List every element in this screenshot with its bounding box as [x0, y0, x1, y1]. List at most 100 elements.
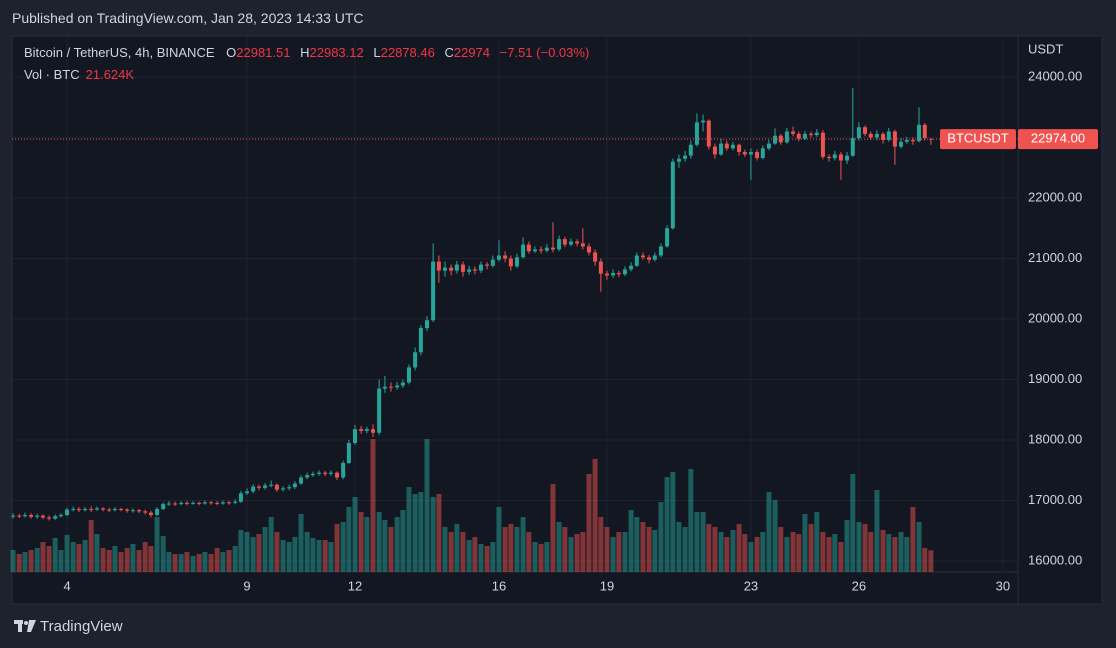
x-tick-label: 12	[348, 578, 362, 593]
volume-bar	[670, 472, 676, 572]
volume-bar	[430, 497, 436, 572]
candle-body	[598, 261, 603, 274]
candle-body	[238, 493, 243, 502]
volume-bar	[802, 514, 808, 572]
candle-body	[604, 273, 609, 276]
x-tick-label: 26	[852, 578, 866, 593]
candle-body	[377, 388, 382, 433]
volume-bar	[718, 532, 724, 572]
volume-bar	[712, 527, 718, 572]
volume-bar	[154, 517, 160, 572]
candle-body	[724, 143, 729, 149]
candle-body	[71, 508, 76, 510]
candle-body	[454, 264, 459, 271]
candle-body	[670, 161, 675, 229]
candle-body	[881, 133, 886, 140]
candle-body	[353, 429, 358, 444]
candle-body	[845, 155, 850, 161]
candle-body	[179, 502, 184, 505]
candle-body	[161, 504, 166, 509]
volume-bar	[748, 542, 754, 572]
candle-body	[22, 515, 27, 517]
volume-bar	[418, 492, 424, 572]
volume-legend: Vol · BTC 21.624K	[24, 67, 134, 82]
volume-bar	[694, 512, 700, 572]
candle-body	[281, 488, 286, 490]
y-tick-label: 19000.00	[1028, 371, 1082, 386]
candle-body	[287, 487, 292, 489]
candle-body	[640, 255, 645, 258]
candle-body	[922, 124, 927, 139]
candle-body	[737, 144, 742, 153]
volume-bar	[496, 507, 502, 572]
symbol-tag-box	[940, 129, 1016, 150]
candle-body	[688, 144, 693, 156]
y-axis-label: USDT	[1028, 41, 1063, 56]
volume-bar	[658, 502, 664, 572]
y-tick-label: 17000.00	[1028, 492, 1082, 507]
volume-bar	[304, 532, 310, 572]
volume-bar	[448, 532, 454, 572]
candle-body	[94, 508, 99, 510]
volume-bar	[208, 554, 214, 572]
candle-body	[820, 132, 825, 157]
volume-bar	[832, 534, 838, 572]
volume-bar	[586, 474, 592, 572]
x-tick-label: 30	[996, 578, 1010, 593]
candle-body	[904, 139, 909, 142]
candle-body	[256, 486, 261, 488]
y-tick-label: 22000.00	[1028, 189, 1082, 204]
candle-body	[442, 267, 447, 271]
candle-body	[364, 429, 369, 431]
candle-body	[197, 502, 202, 504]
candle-body	[274, 484, 279, 490]
candle-body	[832, 154, 837, 159]
volume-bar	[874, 490, 880, 572]
candle-body	[359, 429, 364, 431]
volume-bar	[52, 538, 58, 572]
volume-bar	[856, 522, 862, 572]
candle-body	[874, 133, 879, 138]
candle-body	[191, 502, 196, 504]
volume-bar	[628, 510, 634, 572]
volume-bar	[436, 494, 442, 572]
ohlc-key: L	[373, 45, 381, 60]
candle-body	[526, 244, 531, 252]
candle-body	[706, 120, 711, 147]
volume-bar	[562, 527, 568, 572]
volume-bar	[394, 517, 400, 572]
volume-bar	[274, 532, 280, 572]
volume-bar	[136, 550, 142, 572]
volume-bar	[736, 524, 742, 572]
volume-bar	[46, 546, 52, 572]
volume-bar	[772, 500, 778, 572]
volume-bar	[664, 477, 670, 572]
candle-body	[17, 515, 22, 517]
volume-bar	[400, 510, 406, 572]
candle-body	[251, 486, 256, 492]
volume-bar	[118, 552, 124, 572]
volume-bar	[196, 554, 202, 572]
candle-body	[220, 502, 225, 504]
volume-bar	[790, 532, 796, 572]
candle-body	[389, 386, 394, 388]
volume-bar	[616, 532, 622, 572]
volume-bar	[64, 535, 70, 572]
candle-body	[112, 508, 117, 511]
candle-body	[11, 515, 16, 517]
volume-bar	[286, 542, 292, 572]
volume-bar	[922, 548, 928, 572]
volume-bar	[370, 439, 376, 572]
volume-bar	[520, 517, 526, 572]
logo-icon	[14, 620, 36, 632]
volume-bar	[478, 544, 484, 572]
volume-bar	[886, 534, 892, 572]
candle-body	[35, 515, 40, 517]
candle-body	[503, 255, 508, 259]
candle-body	[310, 473, 315, 476]
candle-body	[184, 502, 189, 504]
candle-body	[719, 143, 724, 155]
y-tick-label: 16000.00	[1028, 552, 1082, 567]
volume-bar	[238, 530, 244, 572]
